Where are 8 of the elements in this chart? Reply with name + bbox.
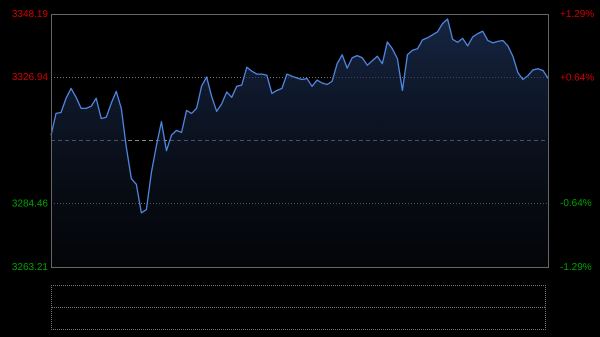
y2-tick-label: -1.29% [560, 262, 592, 273]
y2-tick-label: -0.64% [560, 198, 592, 210]
y-tick-label: 3284.46 [12, 198, 48, 210]
y2-tick-label: +1.29% [560, 8, 594, 20]
y2-tick-label: +0.64% [560, 72, 594, 84]
y-tick-label: 3263.21 [12, 262, 48, 273]
y-tick-label: 3326.94 [12, 72, 48, 84]
y-tick-label: 3348.19 [12, 8, 48, 20]
